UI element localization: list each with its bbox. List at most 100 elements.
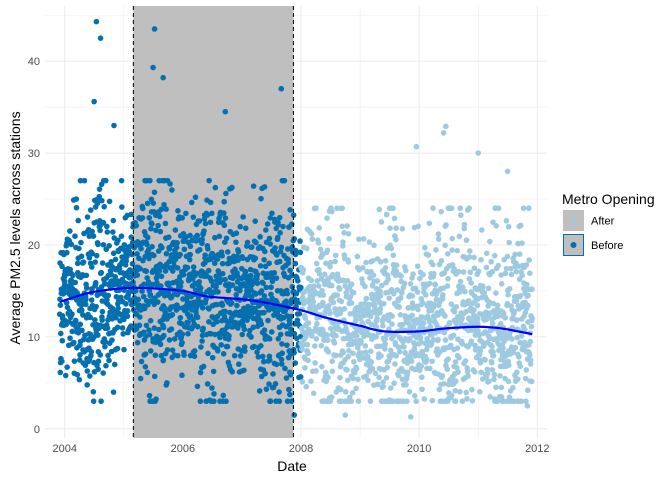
data-point-before bbox=[78, 307, 85, 313]
data-point-after bbox=[519, 272, 525, 279]
data-point-before bbox=[155, 222, 161, 229]
data-point-after bbox=[510, 384, 516, 391]
data-point-after bbox=[305, 350, 311, 357]
data-point-before bbox=[212, 234, 218, 241]
data-point-after bbox=[424, 356, 430, 363]
data-point-after bbox=[308, 277, 315, 284]
data-point-after bbox=[387, 225, 393, 231]
data-point-before bbox=[275, 221, 281, 228]
data-point-before bbox=[77, 321, 84, 328]
data-point-before bbox=[80, 259, 87, 265]
data-point-before bbox=[253, 239, 259, 246]
y-tick-label: 10 bbox=[28, 332, 40, 344]
data-point-after bbox=[466, 205, 472, 212]
data-point-before bbox=[206, 319, 212, 325]
data-point-before bbox=[229, 184, 235, 191]
data-point-before bbox=[144, 369, 151, 376]
data-point-before bbox=[284, 398, 291, 405]
data-point-before bbox=[264, 221, 271, 227]
data-point-before bbox=[114, 324, 121, 331]
data-point-after bbox=[313, 260, 320, 267]
data-point-after bbox=[467, 248, 473, 254]
data-point-before bbox=[254, 271, 261, 278]
data-point-before bbox=[266, 336, 273, 342]
data-point-before bbox=[147, 348, 154, 354]
data-point-before bbox=[199, 305, 206, 311]
data-point-before bbox=[177, 251, 183, 258]
data-point-after bbox=[489, 320, 496, 327]
data-point-after bbox=[420, 300, 426, 306]
data-point-before bbox=[158, 352, 165, 359]
data-point-before bbox=[231, 352, 238, 359]
data-point-after bbox=[508, 271, 515, 278]
data-point-after bbox=[498, 384, 505, 391]
data-point-after bbox=[417, 334, 424, 341]
data-point-before bbox=[266, 235, 273, 242]
data-point-after bbox=[467, 269, 474, 276]
data-point-after bbox=[414, 263, 421, 270]
data-point-after bbox=[329, 358, 336, 365]
data-point-before bbox=[197, 398, 204, 405]
data-point-before bbox=[72, 233, 78, 239]
data-point-after bbox=[462, 358, 469, 364]
data-point-after bbox=[373, 334, 379, 340]
data-point-before bbox=[163, 250, 170, 257]
data-point-after bbox=[410, 271, 416, 277]
data-point-before bbox=[270, 371, 276, 377]
outlier-point-before bbox=[93, 18, 100, 25]
data-point-after bbox=[377, 292, 384, 299]
data-point-before bbox=[92, 317, 98, 323]
data-point-after bbox=[506, 362, 512, 368]
data-point-before bbox=[200, 325, 206, 332]
data-point-after bbox=[463, 389, 470, 396]
data-point-after bbox=[334, 205, 340, 212]
data-point-after bbox=[479, 227, 485, 233]
data-point-after bbox=[332, 258, 338, 265]
data-point-before bbox=[254, 349, 260, 355]
data-point-after bbox=[441, 270, 448, 276]
data-point-after bbox=[480, 283, 486, 290]
data-point-after bbox=[435, 336, 441, 343]
data-point-before bbox=[201, 228, 207, 234]
data-point-after bbox=[461, 221, 468, 228]
data-point-before bbox=[144, 241, 150, 248]
data-point-before bbox=[260, 358, 267, 365]
outlier-point-after bbox=[440, 130, 447, 136]
data-point-before bbox=[64, 364, 70, 370]
data-point-before bbox=[106, 242, 112, 249]
data-point-before bbox=[81, 177, 88, 184]
data-point-before bbox=[145, 251, 151, 257]
data-point-before bbox=[133, 222, 140, 229]
data-point-after bbox=[383, 211, 390, 218]
data-point-before bbox=[104, 325, 111, 331]
data-point-after bbox=[309, 329, 316, 335]
data-point-before bbox=[254, 280, 261, 287]
data-point-before bbox=[67, 228, 73, 234]
data-point-before bbox=[222, 308, 228, 315]
data-point-before bbox=[199, 338, 205, 344]
data-point-before bbox=[272, 245, 278, 251]
data-point-after bbox=[419, 374, 425, 381]
data-point-after bbox=[523, 398, 529, 405]
data-point-after bbox=[384, 364, 391, 371]
data-point-before bbox=[277, 230, 283, 236]
data-point-after bbox=[442, 337, 449, 343]
data-point-after bbox=[460, 269, 467, 275]
data-point-after bbox=[390, 290, 397, 297]
data-point-before bbox=[214, 348, 221, 354]
data-point-before bbox=[250, 324, 257, 331]
outlier-point-after bbox=[504, 168, 511, 175]
data-point-before bbox=[151, 189, 158, 196]
data-point-before bbox=[156, 213, 163, 220]
data-point-before bbox=[160, 324, 167, 331]
data-point-before bbox=[90, 233, 97, 239]
data-point-before bbox=[118, 294, 124, 301]
data-point-after bbox=[430, 205, 436, 212]
data-point-after bbox=[453, 378, 459, 384]
data-point-after bbox=[471, 307, 477, 313]
data-point-after bbox=[392, 361, 398, 367]
data-point-after bbox=[520, 205, 527, 212]
data-point-before bbox=[102, 343, 108, 350]
data-point-before bbox=[192, 194, 199, 201]
data-point-before bbox=[169, 347, 176, 353]
